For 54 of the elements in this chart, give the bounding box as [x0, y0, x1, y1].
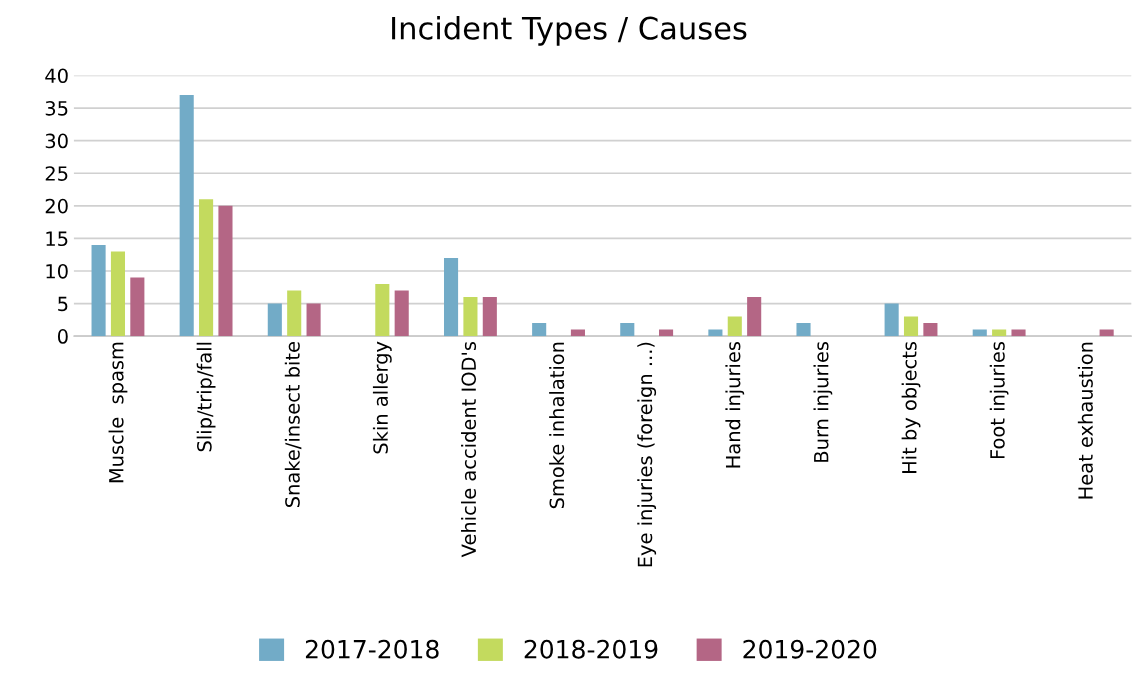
legend-label: 2017-2018 — [305, 639, 439, 659]
bar — [130, 277, 145, 337]
y-tick-label: 35 — [45, 101, 68, 116]
bar — [903, 316, 919, 337]
bar — [110, 251, 126, 337]
x-tick-label: Skin allergy — [372, 341, 392, 454]
x-tick-label: Heat exhaustion — [1077, 342, 1093, 499]
bar — [1011, 329, 1026, 337]
y-tick-label: 15 — [46, 231, 68, 247]
bar — [727, 316, 742, 337]
x-tick-label: Hand injuries — [725, 341, 745, 468]
y-tick-label: 40 — [45, 68, 68, 84]
y-tick-label: 30 — [45, 133, 68, 149]
bar — [306, 303, 321, 337]
bar — [972, 329, 987, 337]
bar — [267, 303, 282, 337]
bar — [1099, 329, 1114, 337]
bar — [796, 323, 811, 337]
y-tick-label: 20 — [45, 198, 68, 214]
bar — [659, 329, 674, 337]
bar — [375, 284, 390, 337]
bar — [287, 290, 302, 337]
chart-title: Incident Types / Causes — [392, 16, 747, 46]
legend-label: 2019-2020 — [743, 639, 877, 659]
bar — [444, 257, 459, 337]
bar — [532, 323, 547, 337]
x-tick-label: Hit by objects — [901, 341, 921, 473]
y-tick-label: 0 — [57, 329, 68, 344]
y-tick-label: 25 — [45, 166, 68, 181]
bar — [199, 199, 214, 337]
bar — [218, 205, 233, 337]
bar — [463, 297, 478, 337]
bar — [620, 323, 635, 337]
bar — [992, 329, 1007, 337]
x-tick-label: Slip/trip/fall — [196, 342, 216, 452]
bar — [747, 297, 762, 337]
x-tick-label: Eye injuries (foreign ...) — [637, 342, 657, 567]
x-tick-label: Burn injuries — [813, 341, 833, 462]
x-tick-label: Vehicle accident IOD's — [461, 341, 477, 558]
x-tick-label: Snake/insect bite — [284, 342, 302, 508]
x-tick-label: Smoke inhalation — [549, 342, 565, 509]
y-tick-label: 5 — [58, 296, 68, 312]
bar — [570, 329, 585, 337]
bar — [708, 329, 723, 337]
bar — [923, 323, 938, 337]
legend-label: 2018-2019 — [524, 639, 658, 659]
bar — [394, 290, 409, 337]
bar — [179, 95, 194, 337]
y-tick-label: 10 — [46, 263, 68, 279]
x-tick-label: Foot injuries — [989, 341, 1009, 459]
bar — [91, 244, 106, 337]
bar — [884, 303, 899, 337]
x-tick-label: Muscle spasm — [108, 342, 128, 483]
bar — [482, 297, 497, 337]
